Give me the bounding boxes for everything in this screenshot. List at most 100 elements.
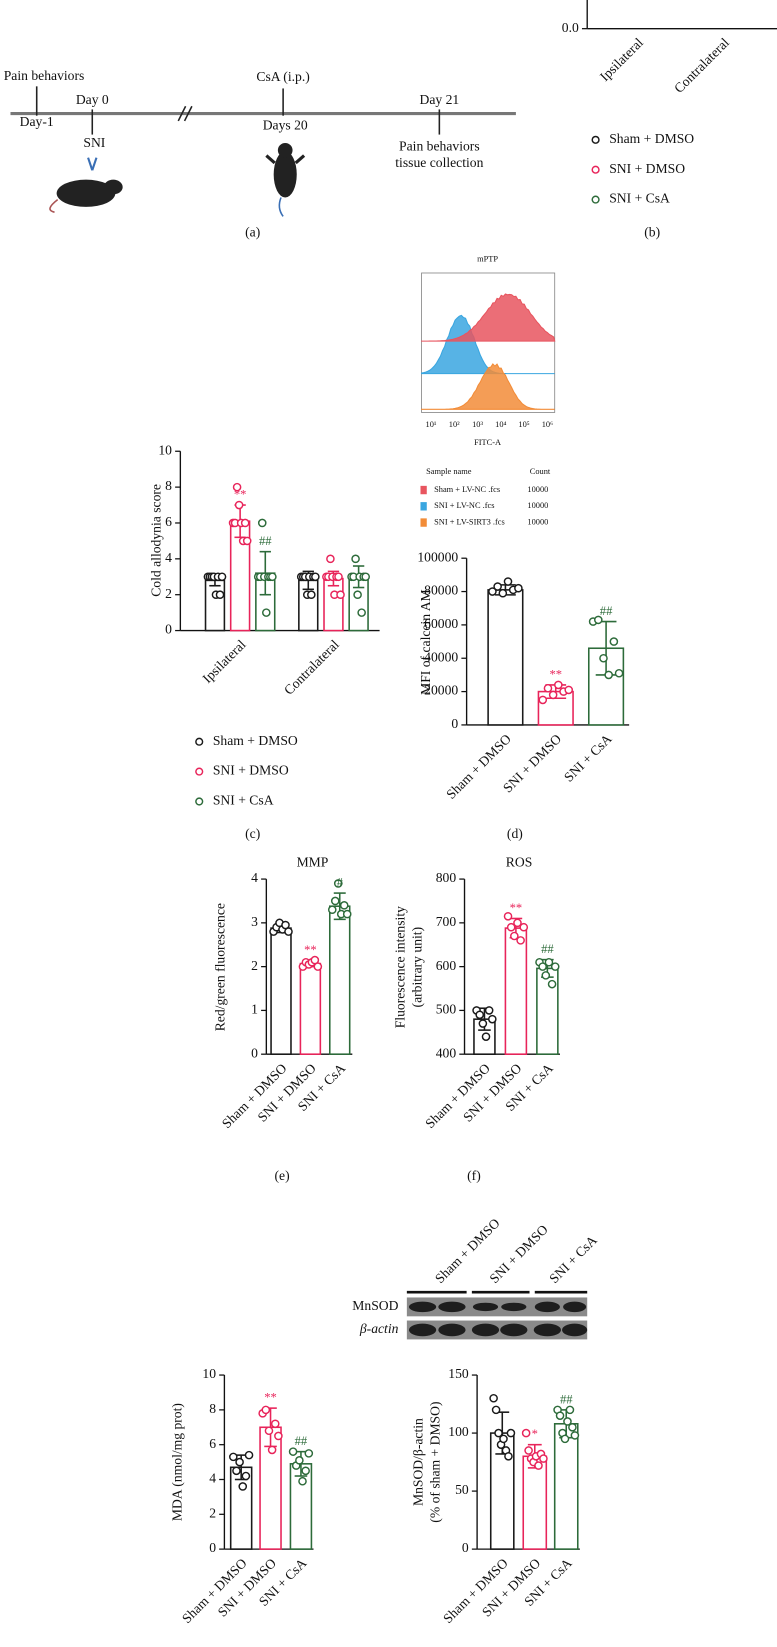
legend-label: Sham + DMSO xyxy=(609,131,694,146)
data-point xyxy=(267,1445,277,1455)
y-tick-label: 600 xyxy=(436,958,457,973)
data-point xyxy=(604,670,613,680)
flow-legend-name: SNI + LV-SIRT3 .fcs xyxy=(434,517,505,526)
significance-label: ** xyxy=(234,487,247,501)
flow-histograms xyxy=(421,293,556,410)
y-axis-label: (arbitrary unit) xyxy=(410,927,426,1008)
x-tick-label: Ipsilateral xyxy=(597,35,646,84)
data-point xyxy=(519,922,529,932)
data-point xyxy=(232,1466,241,1476)
data-point xyxy=(232,482,242,492)
timeline-label: Days 20 xyxy=(263,117,308,132)
data-point xyxy=(513,918,522,928)
data-point xyxy=(357,608,366,617)
y-axis-label: Cold allodynia score xyxy=(148,484,163,597)
y-tick-label: 2 xyxy=(165,586,172,601)
significance-label: ## xyxy=(600,604,613,618)
y-tick-label: 800 xyxy=(436,870,457,885)
data-point xyxy=(351,554,360,564)
data-point xyxy=(311,572,320,582)
flow-legend-swatch xyxy=(420,518,427,527)
data-point xyxy=(217,572,227,582)
data-point xyxy=(568,1422,577,1432)
flow-tick-label: 10⁴ xyxy=(495,420,506,429)
data-point xyxy=(543,683,553,693)
data-point xyxy=(489,1393,498,1403)
data-point xyxy=(565,1405,575,1415)
flow-x-label: FITC-A xyxy=(474,438,501,447)
timeline-label: Day 21 xyxy=(419,92,459,107)
legend-label: SNI + CsA xyxy=(213,793,274,808)
x-tick-label: Contralateral xyxy=(671,35,732,96)
y-tick-label: 40000 xyxy=(424,649,458,664)
y-tick-label: 0.0 xyxy=(562,20,579,35)
data-point xyxy=(555,1411,565,1420)
mouse-icon xyxy=(49,157,123,213)
data-point xyxy=(327,905,337,915)
data-point xyxy=(238,1482,248,1491)
flow-legend-swatch xyxy=(420,485,427,495)
data-point xyxy=(510,931,519,941)
y-tick-label: 10 xyxy=(158,442,172,457)
flow-title: mPTP xyxy=(477,254,498,263)
y-axis-label: MFI of calcein AM xyxy=(418,589,433,695)
flow-tick-label: 10² xyxy=(449,420,460,429)
bar xyxy=(487,589,524,726)
data-point xyxy=(244,1450,254,1460)
y-tick-label: 10 xyxy=(202,1366,216,1381)
flow-tick-label: 10³ xyxy=(472,420,483,429)
data-point xyxy=(301,1466,310,1476)
data-point xyxy=(361,572,370,582)
data-point xyxy=(570,1431,580,1440)
y-axis-label: Red/green fluorescence xyxy=(212,903,227,1031)
data-point xyxy=(514,583,523,593)
axis-break xyxy=(177,105,187,122)
flow-legend-header: Count xyxy=(530,467,551,476)
flow-histogram xyxy=(421,363,555,410)
significance-label: ** xyxy=(304,943,317,957)
data-point xyxy=(334,572,343,582)
data-point xyxy=(326,554,335,564)
flow-legend-header: Sample name xyxy=(426,467,472,476)
timeline-label: Pain behaviors xyxy=(4,68,85,83)
bar xyxy=(204,579,226,632)
data-point xyxy=(521,1428,531,1438)
data-point xyxy=(494,1428,503,1438)
panel-label: (d) xyxy=(507,826,523,842)
data-point xyxy=(481,1032,491,1041)
y-tick-label: 60000 xyxy=(424,616,458,631)
data-point xyxy=(524,1446,533,1455)
y-tick-label: 0 xyxy=(251,1045,258,1060)
flow-tick-label: 10⁵ xyxy=(518,420,529,429)
data-point xyxy=(506,922,516,932)
y-tick-label: 0 xyxy=(451,716,458,731)
data-point xyxy=(498,588,508,598)
data-point xyxy=(547,979,557,989)
data-point xyxy=(554,680,563,690)
bar xyxy=(504,927,528,1055)
significance-label: ## xyxy=(259,534,272,548)
panel-label: (b) xyxy=(644,224,660,240)
y-tick-label: 8 xyxy=(165,478,172,493)
y-tick-label: 20000 xyxy=(424,683,458,698)
data-point xyxy=(538,695,548,705)
data-point xyxy=(539,1454,548,1463)
data-point xyxy=(541,971,551,980)
data-point xyxy=(353,590,362,599)
x-tick-label: SNI + CsA xyxy=(561,731,615,785)
y-tick-label: 1 xyxy=(251,1002,258,1017)
legend-label: SNI + CsA xyxy=(609,191,670,206)
data-point xyxy=(516,936,525,945)
axis-break xyxy=(183,105,193,122)
legend-marker xyxy=(195,797,204,806)
legend-label: SNI + DMSO xyxy=(213,763,289,778)
data-point xyxy=(268,572,277,582)
y-axis-label: (% of sham + DMSO) xyxy=(427,1401,443,1522)
bar xyxy=(328,905,351,1055)
data-point xyxy=(544,957,554,967)
data-point xyxy=(339,901,349,910)
bar xyxy=(299,962,322,1055)
significance-label: # xyxy=(337,876,344,890)
data-point xyxy=(295,1456,304,1465)
